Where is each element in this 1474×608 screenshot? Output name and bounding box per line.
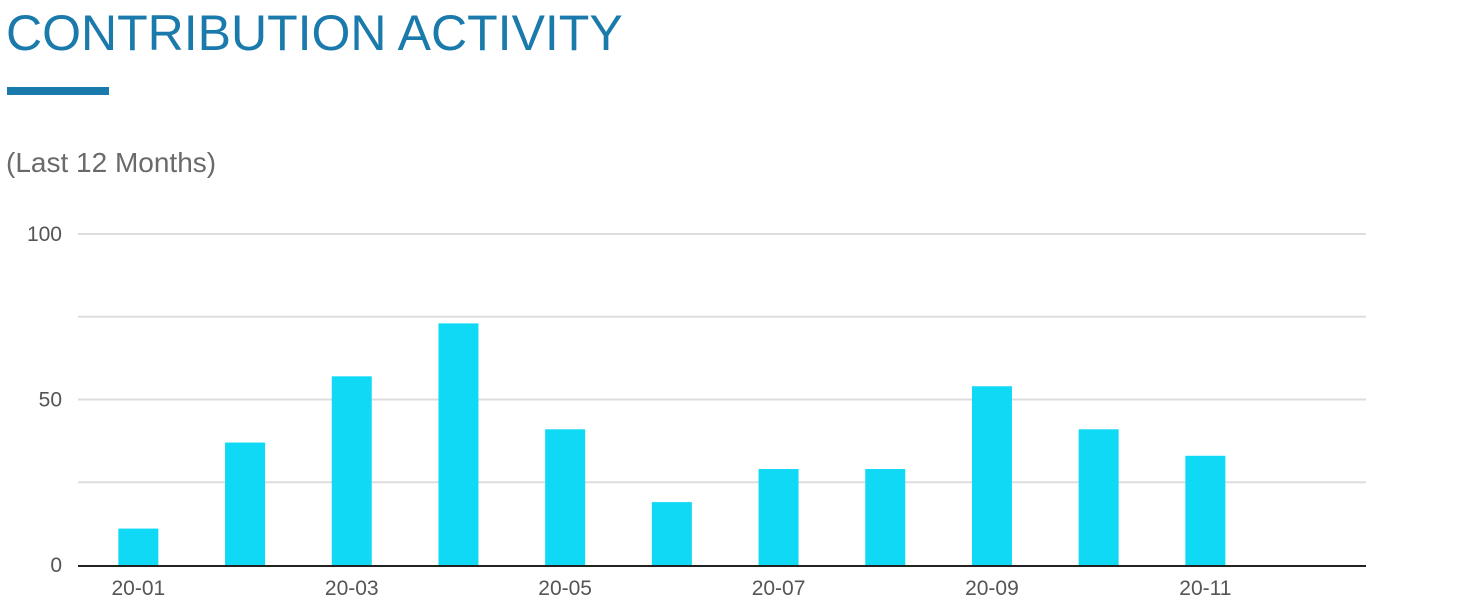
bar-20-07 bbox=[758, 469, 799, 565]
x-tick-label: 20-03 bbox=[325, 577, 379, 600]
bar-20-09 bbox=[971, 386, 1012, 565]
y-tick-label: 0 bbox=[50, 554, 62, 577]
bar-20-06 bbox=[651, 502, 692, 565]
y-tick-label: 50 bbox=[39, 389, 62, 412]
y-tick-label: 100 bbox=[27, 223, 62, 246]
bar-20-05 bbox=[545, 429, 586, 565]
bar-20-11 bbox=[1185, 455, 1226, 565]
chart-title: CONTRIBUTION ACTIVITY bbox=[6, 5, 623, 61]
x-tick-label: 20-01 bbox=[111, 577, 165, 600]
bar-20-04 bbox=[438, 323, 479, 565]
chart-subtitle: (Last 12 Months) bbox=[6, 147, 217, 178]
tick-labels: 0 50 100 20-01 20-03 20-05 20-07 20-09 20-11 bbox=[27, 223, 1231, 600]
x-tick-label: 20-11 bbox=[1179, 577, 1231, 600]
bar-20-03 bbox=[331, 376, 372, 565]
bar-20-01 bbox=[118, 528, 159, 565]
bar-20-08 bbox=[865, 469, 906, 565]
grid-lines bbox=[78, 233, 1366, 484]
x-tick-label: 20-05 bbox=[538, 577, 592, 600]
bars bbox=[118, 323, 1226, 565]
x-tick-label: 20-07 bbox=[752, 577, 806, 600]
bar-20-10 bbox=[1078, 429, 1119, 565]
bar-20-02 bbox=[225, 442, 266, 565]
title-underline bbox=[7, 87, 109, 95]
x-tick-label: 20-09 bbox=[965, 577, 1019, 600]
